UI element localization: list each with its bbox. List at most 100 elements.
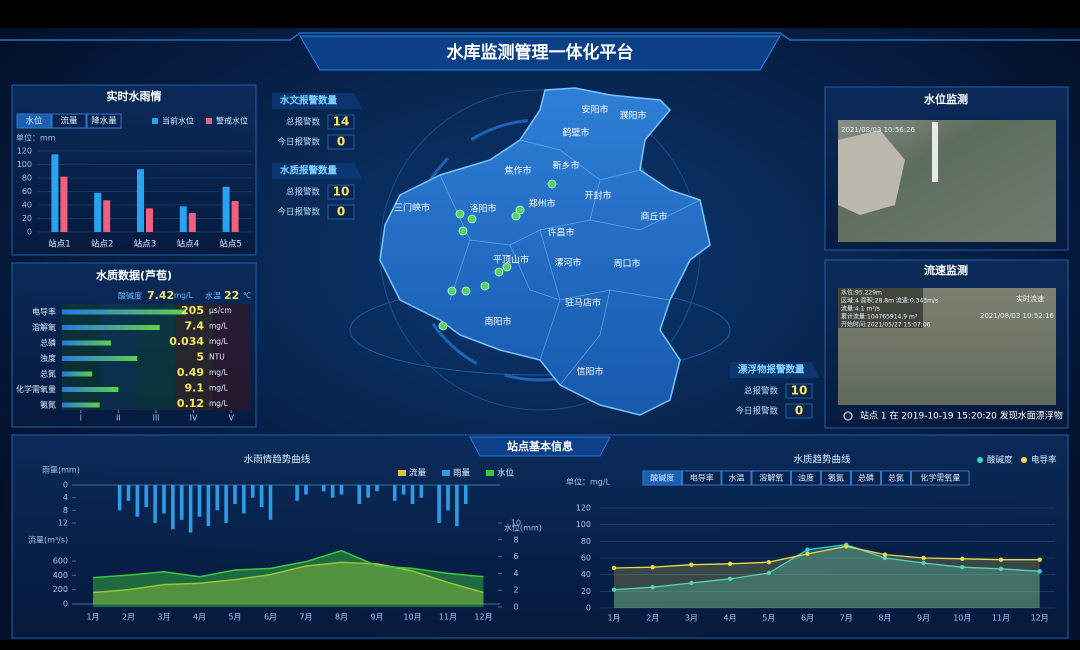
line [613, 545, 1040, 569]
line [613, 544, 1040, 591]
map-pin [511, 211, 521, 221]
y2-tick-label: 0 [513, 603, 518, 612]
alarm-value-box [327, 134, 355, 150]
tab[interactable] [682, 470, 722, 486]
hbar [62, 309, 187, 315]
y-tick-label: 100 [576, 520, 591, 529]
map-pin [461, 286, 471, 296]
legend-label: 水位 [497, 468, 515, 479]
chart-title: 水质趋势曲线 [793, 454, 851, 466]
point [998, 566, 1004, 572]
hbar [62, 387, 119, 392]
alarm-value-box [327, 184, 355, 200]
tab[interactable] [881, 470, 911, 486]
unit-label: 单位：mg/L [566, 477, 611, 487]
x-tick-label: 5月 [762, 614, 775, 623]
map-pins [438, 179, 557, 331]
bar [179, 206, 187, 232]
rain-bar [215, 485, 220, 511]
rain-bar [375, 485, 379, 492]
y-tick-label: 120 [576, 504, 591, 513]
city-label: 商丘市 [640, 211, 667, 223]
tab[interactable] [51, 113, 87, 129]
legend-label: 警戒水位 [216, 116, 248, 126]
area [93, 550, 484, 607]
rain-bar [259, 485, 264, 508]
point [689, 580, 694, 586]
row-reading: 9.1 [185, 382, 205, 395]
city-label: 开封市 [584, 190, 611, 202]
alarm-value: 0 [337, 205, 345, 219]
rain-bar [357, 485, 362, 505]
panel-title: 站点基本信息 [507, 439, 573, 453]
tab[interactable] [86, 113, 122, 129]
y-tick-label: 40 [22, 201, 32, 210]
tab[interactable] [791, 470, 821, 486]
alarm-label: 今日报警数 [277, 207, 320, 218]
tab[interactable] [821, 470, 851, 486]
x-tick-label: 3月 [157, 613, 170, 622]
city-label: 周口市 [613, 258, 640, 270]
y2-tick-label: 4 [513, 569, 518, 578]
point [960, 556, 965, 562]
point [766, 570, 771, 576]
rain-bar [366, 485, 370, 498]
map-pin [515, 205, 525, 215]
row-reading: 0.49 [177, 366, 204, 379]
y2-tick-label: 6 [513, 552, 518, 561]
alarm-value-box [327, 114, 355, 130]
tab[interactable] [911, 470, 970, 486]
point [921, 560, 926, 566]
rain-tick-label: 12 [58, 519, 68, 528]
hbar [62, 402, 100, 408]
x-tick-label: 站点5 [219, 239, 241, 250]
map-pin [502, 262, 512, 272]
tab[interactable] [751, 470, 791, 486]
tab[interactable] [16, 113, 52, 129]
area [93, 562, 484, 604]
summary-unit: ℃ [243, 291, 251, 300]
y-tick-label: 20 [22, 214, 32, 223]
rain-bar [171, 485, 175, 530]
alarm-title: 水文报警数量 [280, 95, 338, 107]
row-label: 总磷 [40, 338, 56, 348]
tab-label: 降水量 [91, 116, 117, 127]
legend-swatch [442, 470, 450, 476]
hbar [62, 325, 160, 330]
tab[interactable] [851, 470, 881, 486]
map-pin [438, 321, 448, 331]
row-unit: mg/L [209, 337, 229, 346]
point [921, 555, 926, 561]
y-tick-label: 80 [22, 174, 32, 183]
x-tick-label: 11月 [439, 613, 457, 622]
rain-bar [455, 485, 459, 527]
row-reading: 0.12 [177, 397, 204, 410]
bar [137, 169, 144, 232]
rain-bar [304, 485, 308, 495]
legend-swatch [1021, 457, 1027, 463]
alarm-title-plate [272, 163, 362, 179]
panel-title-plate [469, 436, 611, 457]
rain-bar [179, 485, 184, 520]
rain-bar [126, 485, 131, 501]
point [727, 576, 733, 582]
alarm-value: 0 [795, 404, 803, 418]
map-pin [455, 209, 465, 219]
header-line [0, 32, 1080, 41]
tab-label: 氨氮 [828, 473, 844, 483]
rain-bar [162, 485, 166, 514]
map-pin [480, 281, 490, 291]
y-tick-label: 80 [581, 537, 591, 546]
rain-bar [437, 485, 441, 524]
unit-label: 单位：mm [16, 133, 56, 143]
tab[interactable] [721, 470, 752, 486]
play-icon [843, 411, 853, 421]
x-tick-label: 12月 [474, 613, 492, 622]
rain-bar [321, 485, 326, 492]
tab[interactable] [642, 470, 682, 486]
alarm-value: 10 [333, 185, 350, 199]
row-unit: mg/L [209, 384, 229, 393]
